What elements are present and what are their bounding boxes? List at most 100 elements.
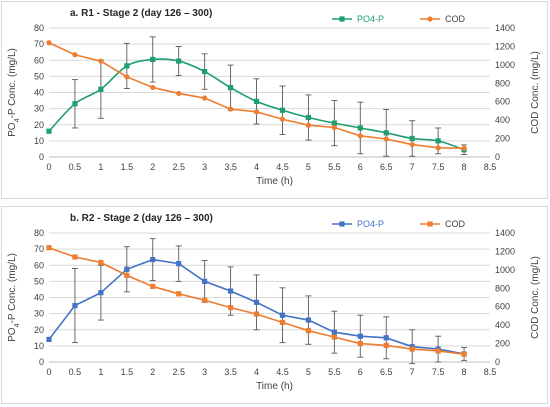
data-point-7 — [227, 106, 234, 112]
y-tick-label-5: 50 — [34, 276, 44, 286]
data-point-2 — [98, 290, 104, 296]
data-point-1 — [72, 52, 78, 58]
x-tick-label-9: 4.5 — [276, 367, 289, 377]
x-tick-label-12: 6 — [358, 162, 363, 172]
chart-r2-svg: 0102030405060708002004006008001000120014… — [7, 213, 541, 392]
x-tick-label-4: 2 — [150, 367, 155, 377]
x-tick-label-8: 4 — [254, 367, 259, 377]
y-axis-title-sub: 4 — [14, 323, 21, 327]
legend-swatch-marker-1 — [427, 221, 433, 227]
data-point-15 — [435, 138, 441, 144]
y-axis-title-sub: 4 — [14, 118, 21, 122]
data-point-3 — [124, 63, 130, 69]
x-tick-label-14: 7 — [410, 367, 415, 377]
data-point-4 — [150, 84, 156, 91]
y2-axis-title: COD Conc. (mg/L) — [530, 256, 541, 339]
x-tick-label-5: 2.5 — [172, 162, 185, 172]
x-tick-label-4: 2 — [150, 162, 155, 172]
x-tick-label-14: 7 — [410, 162, 415, 172]
data-point-3 — [124, 266, 130, 272]
y-axis-title-rest: -P Conc. (mg/L) — [7, 253, 18, 323]
x-tick-label-3: 1.5 — [121, 162, 134, 172]
data-point-16 — [461, 145, 467, 151]
data-point-7 — [227, 305, 234, 311]
y2-tick-label-5: 1000 — [495, 265, 515, 275]
y-axis-title-part: PO — [7, 122, 18, 137]
series-po4-p — [46, 36, 468, 157]
x-tick-label-13: 6.5 — [380, 367, 393, 377]
x-tick-label-0: 0 — [46, 162, 51, 172]
x-axis-title: Time (h) — [256, 381, 293, 392]
y-tick-label-5: 50 — [34, 71, 44, 81]
y-tick-label-0: 0 — [39, 357, 44, 367]
data-point-1 — [72, 302, 78, 309]
data-point-10 — [305, 122, 312, 128]
legend: PO4-P COD — [332, 14, 466, 24]
x-tick-label-0: 0 — [46, 367, 51, 377]
data-point-0 — [46, 40, 52, 46]
data-point-10 — [305, 328, 312, 334]
y2-tick-label-3: 600 — [495, 97, 510, 107]
chart-panel-r2: 0 10 20 30 40 50 60 70 80 0 200 400 600 800 1000 1200 14… — [1, 206, 548, 404]
data-point-15 — [435, 348, 441, 354]
x-tick-label-16: 8 — [462, 162, 467, 172]
legend-swatch-marker-0 — [339, 221, 345, 227]
x-tick-label-3: 1.5 — [121, 367, 134, 377]
y-tick-label-4: 40 — [34, 293, 44, 303]
y-tick-label-3: 30 — [34, 104, 44, 114]
data-point-10 — [305, 114, 312, 121]
y2-tick-label-6: 1200 — [495, 246, 515, 256]
x-tick-label-9: 4.5 — [276, 162, 289, 172]
x-tick-label-13: 6.5 — [380, 162, 393, 172]
y-tick-label-3: 30 — [34, 309, 44, 319]
y2-tick-label-0: 0 — [495, 152, 500, 162]
x-tick-label-11: 5.5 — [328, 162, 341, 172]
data-point-3 — [124, 74, 130, 80]
y-tick-label-1: 10 — [34, 341, 44, 351]
data-point-3 — [124, 272, 130, 278]
data-point-15 — [435, 145, 441, 151]
data-point-12 — [357, 340, 363, 347]
y-tick-label-1: 10 — [34, 136, 44, 146]
data-point-5 — [176, 90, 182, 97]
y-tick-label-2: 20 — [34, 325, 44, 335]
y2-tick-label-6: 1200 — [495, 41, 515, 51]
data-point-4 — [150, 257, 156, 263]
data-point-9 — [279, 116, 286, 122]
y-tick-label-4: 40 — [34, 88, 44, 98]
x-tick-label-6: 3 — [202, 367, 207, 377]
chart-r1-svg: 0102030405060708002004006008001000120014… — [7, 8, 541, 187]
x-tick-label-8: 4 — [254, 162, 259, 172]
y-axis-title-rest: -P Conc. (mg/L) — [7, 48, 18, 118]
y2-tick-label-3: 600 — [495, 302, 510, 312]
data-point-9 — [279, 107, 286, 113]
y2-tick-label-5: 1000 — [495, 60, 515, 70]
data-point-9 — [279, 312, 286, 318]
data-point-11 — [331, 124, 337, 131]
data-point-6 — [202, 95, 208, 101]
data-point-0 — [46, 336, 52, 343]
data-point-5 — [176, 261, 182, 267]
series-po4-p — [46, 238, 468, 365]
x-tick-label-6: 3 — [202, 162, 207, 172]
data-point-13 — [383, 342, 389, 349]
y-tick-label-6: 60 — [34, 55, 44, 65]
y-tick-label-0: 0 — [39, 152, 44, 162]
data-point-6 — [202, 68, 208, 75]
x-tick-label-7: 3.5 — [224, 367, 237, 377]
data-point-13 — [383, 130, 389, 136]
data-point-2 — [98, 58, 104, 64]
y2-tick-label-0: 0 — [495, 357, 500, 367]
x-tick-label-15: 7.5 — [432, 367, 445, 377]
y-axis-title: PO4-P Conc. (mg/L) — [7, 48, 21, 137]
legend-label-0: PO4-P — [357, 219, 384, 229]
data-point-0 — [46, 245, 52, 251]
x-tick-label-12: 6 — [358, 367, 363, 377]
legend-label-1: COD — [445, 14, 466, 24]
y-tick-label-8: 80 — [34, 228, 44, 238]
data-point-13 — [383, 335, 389, 341]
data-point-11 — [331, 329, 337, 335]
data-point-14 — [409, 135, 415, 142]
y-tick-label-6: 60 — [34, 260, 44, 270]
data-point-14 — [409, 346, 415, 352]
